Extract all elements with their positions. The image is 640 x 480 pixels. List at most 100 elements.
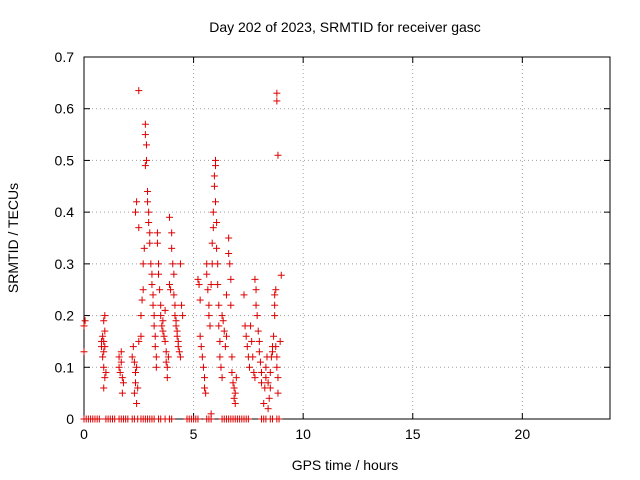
y-tick-labels: 0 0.1 0.2 0.3 0.4 0.5 0.6 0.7: [55, 49, 75, 427]
data-point: [207, 281, 215, 289]
data-point: [268, 348, 276, 356]
data-point: [135, 87, 143, 95]
data-point: [167, 286, 175, 294]
data-point: [99, 332, 107, 340]
data-point: [141, 120, 149, 128]
data-point: [157, 301, 165, 309]
data-point: [163, 363, 171, 371]
x-tick-label: 20: [515, 426, 531, 442]
data-point: [247, 322, 255, 330]
data-point: [194, 415, 202, 423]
data-point: [265, 394, 273, 402]
data-point: [274, 374, 282, 382]
data-point: [207, 415, 215, 423]
y-tick-label: 0.3: [55, 256, 75, 272]
data-point: [100, 337, 108, 345]
data-point: [213, 218, 221, 226]
data-point: [218, 312, 226, 320]
data-point: [101, 343, 109, 351]
data-point: [148, 281, 156, 289]
data-point: [258, 368, 266, 376]
data-point: [133, 198, 141, 206]
data-point: [95, 415, 103, 423]
y-tick-label: 0.4: [55, 204, 75, 220]
data-point: [176, 260, 184, 268]
data-point: [119, 379, 127, 387]
data-point: [102, 368, 110, 376]
data-point: [212, 198, 219, 206]
y-tick-label: 0.1: [55, 359, 75, 375]
data-point: [133, 399, 141, 407]
y-tick-label: 0.7: [55, 49, 75, 65]
data-point: [201, 374, 209, 382]
data-point: [230, 394, 238, 402]
data-point: [216, 337, 224, 345]
data-point: [160, 332, 168, 340]
data-point: [100, 363, 108, 371]
data-point: [144, 187, 152, 195]
data-point: [147, 260, 155, 268]
data-point: [178, 301, 186, 309]
data-point: [251, 374, 259, 382]
data-point: [132, 379, 140, 387]
data-point: [144, 198, 152, 206]
data-point: [264, 379, 272, 387]
data-point: [101, 327, 109, 335]
data-point: [275, 415, 283, 423]
data-point: [179, 312, 187, 320]
data-point: [266, 368, 274, 376]
data-point: [141, 131, 149, 139]
data-point: [134, 384, 142, 392]
data-point: [220, 327, 228, 335]
data-point: [152, 353, 160, 361]
data-point: [270, 332, 278, 340]
data-point: [153, 239, 161, 247]
data-point: [203, 270, 211, 278]
data-point: [137, 332, 145, 340]
data-point: [146, 239, 154, 247]
data-point: [252, 301, 260, 309]
data-point: [253, 312, 261, 320]
data-point: [198, 353, 206, 361]
data-point: [135, 337, 143, 345]
data-point: [155, 260, 163, 268]
x-tick-label: 15: [405, 426, 421, 442]
data-point: [135, 224, 143, 232]
data-point: [175, 348, 183, 356]
data-point: [168, 244, 176, 252]
data-point: [213, 244, 221, 252]
data-point: [229, 379, 237, 387]
data-point: [248, 337, 256, 345]
data-point: [101, 374, 109, 382]
data-point: [276, 337, 284, 345]
data-point: [80, 322, 88, 330]
data-point: [118, 374, 126, 382]
ticks: [83, 56, 610, 420]
data-point: [271, 301, 279, 309]
data-point: [115, 353, 123, 361]
plot-frame: [83, 56, 611, 420]
data-point: [273, 97, 281, 105]
data-point: [117, 348, 125, 356]
data-point: [130, 389, 138, 397]
data-point: [232, 374, 240, 382]
data-point: [249, 353, 257, 361]
x-tick-label: 5: [190, 426, 198, 442]
data-point: [140, 244, 148, 252]
data-point: [225, 250, 233, 258]
data-point: [100, 317, 108, 325]
data-point: [227, 275, 235, 283]
data-point: [165, 281, 173, 289]
data-point: [130, 358, 138, 366]
data-point: [226, 260, 234, 268]
data-point: [128, 353, 136, 361]
data-point: [164, 353, 172, 361]
data-point: [210, 172, 218, 180]
data-point: [273, 89, 281, 97]
data-point: [197, 343, 205, 351]
data-point: [209, 208, 217, 216]
data-point: [201, 384, 209, 392]
grid: [84, 57, 610, 419]
data-point: [222, 332, 230, 340]
